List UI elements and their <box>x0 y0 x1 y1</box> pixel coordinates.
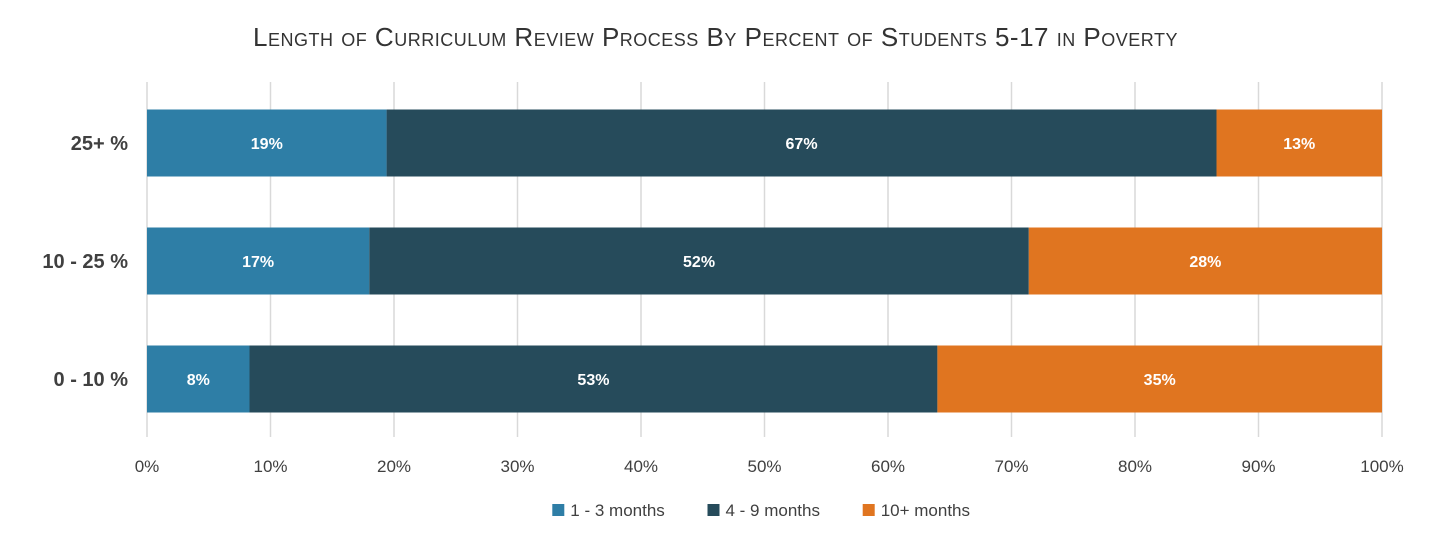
bar-segment <box>1216 109 1382 177</box>
legend-label: 1 - 3 months <box>570 501 665 520</box>
data-label: 19% <box>251 136 283 153</box>
data-label: 35% <box>1144 372 1176 389</box>
x-tick-label: 90% <box>1241 457 1275 476</box>
legend-swatch <box>862 504 875 516</box>
bar-segment <box>1028 227 1382 295</box>
bar-segment <box>249 345 938 413</box>
x-tick-label: 60% <box>871 457 905 476</box>
legend-label: 4 - 9 months <box>726 501 821 520</box>
data-label: 67% <box>786 136 818 153</box>
x-tick-label: 20% <box>377 457 411 476</box>
bar-segment <box>369 227 1029 295</box>
legend: 1 - 3 months 4 - 9 months 10+ months <box>552 501 970 520</box>
chart-title: Length of Curriculum Review Process By P… <box>253 22 1178 52</box>
value-axis: 0% 10% 20% 30% 40% 50% 60% 70% 80% 90% 100% <box>135 457 1404 476</box>
category-label: 0 - 10 % <box>54 369 129 391</box>
bar-segment <box>937 345 1382 413</box>
data-label: 8% <box>187 372 210 389</box>
bar-segment <box>147 227 370 295</box>
data-label: 13% <box>1283 136 1315 153</box>
bar-segment <box>147 345 250 413</box>
legend-swatch <box>707 504 720 516</box>
bars: 19% 67% 13% 17% 52% 28% 8% 53% 35% <box>147 109 1382 413</box>
bar-segment <box>386 109 1217 177</box>
x-tick-label: 40% <box>624 457 658 476</box>
bar-segment <box>147 109 387 177</box>
x-tick-label: 70% <box>994 457 1028 476</box>
category-axis: 25+ % 10 - 25 % 0 - 10 % <box>42 133 128 391</box>
data-label: 53% <box>577 372 609 389</box>
legend-label: 10+ months <box>881 501 970 520</box>
x-tick-label: 0% <box>135 457 160 476</box>
legend-swatch <box>552 504 565 516</box>
category-label: 10 - 25 % <box>42 251 128 273</box>
data-label: 52% <box>683 254 715 271</box>
x-tick-label: 30% <box>500 457 534 476</box>
data-label: 17% <box>242 254 274 271</box>
x-tick-label: 50% <box>747 457 781 476</box>
x-tick-label: 10% <box>253 457 287 476</box>
category-label: 25+ % <box>71 133 128 155</box>
x-tick-label: 100% <box>1360 457 1403 476</box>
x-tick-label: 80% <box>1118 457 1152 476</box>
data-label: 28% <box>1189 254 1221 271</box>
